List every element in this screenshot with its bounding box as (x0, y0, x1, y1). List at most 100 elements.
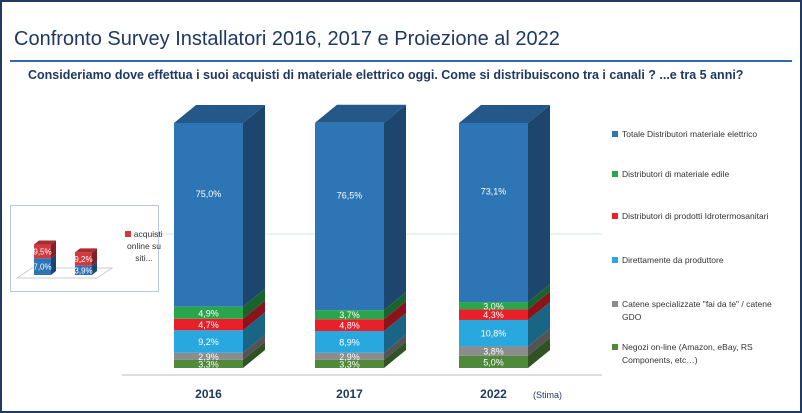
bar-segment-side (384, 104, 406, 311)
inset-bar-segment (75, 265, 92, 275)
inset-legend-swatch (125, 231, 132, 237)
bar-segment-front (315, 359, 384, 368)
bar-segment-side (528, 105, 550, 303)
legend-item: Direttamente da produttore (612, 254, 792, 267)
data-label: 4,9% (198, 308, 219, 318)
bar-segment-side (243, 334, 265, 360)
data-label: 2,9% (198, 352, 219, 362)
bar-segment-front (459, 346, 528, 356)
bar-segment-side (528, 301, 550, 347)
bar-segment-front (174, 352, 243, 360)
legend-label: Distributori di prodotti Idrotermosanita… (622, 211, 769, 221)
bar-segment-front (174, 306, 243, 319)
data-label: 4,8% (339, 321, 360, 331)
data-label: 4,7% (198, 320, 219, 330)
inset-bar-side (92, 261, 97, 275)
inset-bar-side (51, 240, 56, 259)
legend-label: Distributori di materiale edile (622, 169, 730, 179)
legend-label: Totale Distributori materiale elettrico (622, 129, 758, 139)
inset-bar-segment (34, 258, 51, 275)
inset-legend-label: acquisti online su siti... (126, 229, 163, 263)
inset-bar-side (51, 254, 56, 275)
legend-swatch (612, 344, 618, 350)
data-label: 3,3% (198, 359, 219, 369)
inset-bar-top (75, 248, 97, 253)
slide-subtitle: Consideriamo dove effettua i suoi acquis… (28, 68, 744, 82)
bar-segment-front (315, 331, 384, 353)
bar-segment-front (315, 319, 384, 332)
bar-segment-front (174, 330, 243, 353)
legend-item: Totale Distributori materiale elettrico (612, 128, 792, 141)
bar-segment-front (315, 310, 384, 320)
data-label: 5,0% (483, 357, 504, 367)
legend-swatch (612, 301, 618, 307)
data-label: 76,5% (337, 190, 363, 200)
bar-segment-side (528, 328, 550, 356)
inset-data-label: 9,5% (33, 247, 51, 256)
legend-label: Direttamente da produttore (622, 255, 724, 265)
inset-data-label: 7,0% (33, 263, 51, 272)
legend-item: Catene specializzate "fai da te" / caten… (612, 298, 792, 324)
inset-bar-side (92, 248, 97, 266)
bar-segment-front (459, 319, 528, 347)
data-label: 2,9% (339, 352, 360, 362)
bar-segment-side (243, 288, 265, 319)
data-label: 10,8% (481, 329, 507, 339)
bar-segment-side (384, 292, 406, 320)
bar-segment-side (243, 300, 265, 331)
bar-segment-front (174, 318, 243, 331)
bar-top-face (315, 104, 406, 123)
inset-bar-segment (75, 252, 92, 266)
bar-segment-front (174, 359, 243, 368)
x-tick-label: 2017 (336, 387, 363, 401)
legend-swatch (612, 213, 618, 219)
legend-item: Negozi on-line (Amazon, eBay, RS Compone… (612, 341, 792, 367)
bar-segment-side (528, 337, 550, 368)
bar-segment-front (459, 355, 528, 368)
slide-title: Confronto Survey Installatori 2016, 2017… (14, 28, 560, 50)
bar-segment-side (384, 341, 406, 368)
bar-segment-side (243, 341, 265, 368)
data-label: 73,1% (481, 187, 507, 197)
inset-data-label: 3,9% (74, 266, 92, 275)
legend-item: Distributori di prodotti Idrotermosanita… (612, 210, 792, 223)
bar-segment-front (315, 122, 384, 311)
data-label: 3,0% (483, 301, 504, 311)
bar-top-face (174, 105, 265, 123)
inset-data-label: 9,2% (74, 255, 92, 264)
data-label: 8,9% (339, 337, 360, 347)
inset-floor (15, 267, 114, 279)
bar-segment-side (528, 284, 550, 310)
title-divider (10, 60, 792, 62)
bar-segment-side (384, 301, 406, 332)
legend-swatch (612, 257, 618, 263)
data-label: 75,0% (196, 189, 222, 199)
bar-segment-front (459, 123, 528, 303)
data-label: 3,7% (339, 310, 360, 320)
legend-label: Negozi on-line (Amazon, eBay, RS Compone… (622, 342, 753, 365)
inset-bar-segment (34, 244, 51, 259)
inset-legend: acquisti online su siti... (124, 228, 164, 264)
data-label: 9,2% (198, 337, 219, 347)
data-label: 3,3% (339, 359, 360, 369)
bar-segment-front (459, 302, 528, 310)
x-tick-label: 2022 (480, 387, 507, 401)
x-tick-note: (Stima) (533, 390, 562, 400)
bar-segment-front (459, 309, 528, 320)
bar-segment-front (315, 352, 384, 360)
legend-item: Distributori di materiale edile (612, 168, 792, 181)
bar-segment-side (243, 105, 265, 307)
legend-swatch (612, 131, 618, 137)
bar-segment-front (174, 123, 243, 307)
bar-segment-side (384, 334, 406, 360)
legend-swatch (612, 171, 618, 177)
inset-bar-top (34, 240, 56, 245)
data-label: 4,3% (483, 310, 504, 320)
bar-segment-side (384, 313, 406, 353)
bar-segment-side (243, 312, 265, 353)
data-label: 3,8% (483, 347, 504, 357)
x-tick-label: 2016 (195, 387, 222, 401)
bar-segment-side (528, 291, 550, 320)
